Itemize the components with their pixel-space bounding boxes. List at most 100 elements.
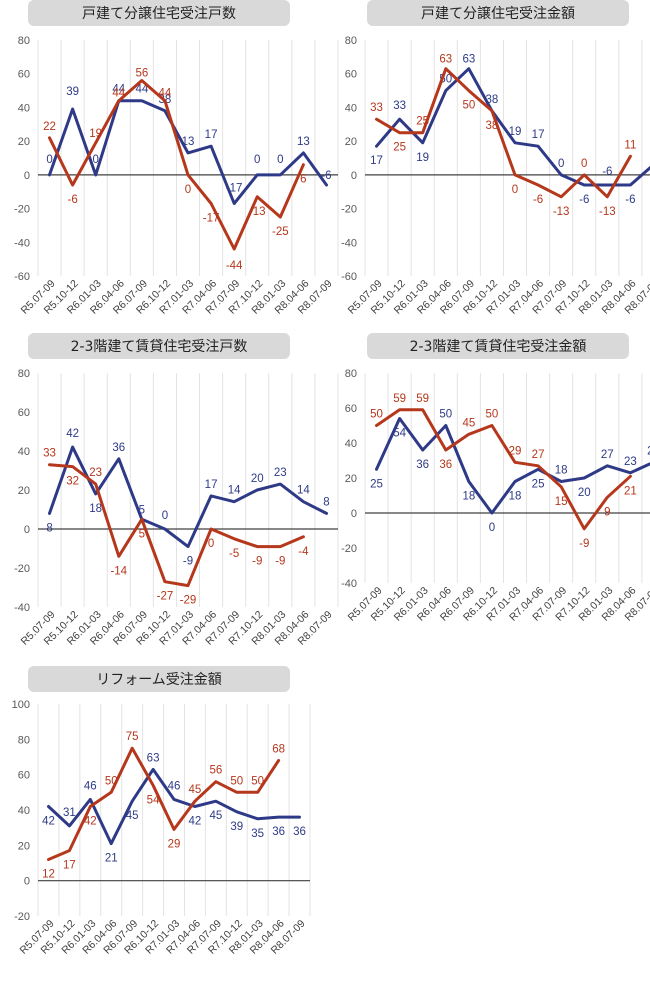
data-label: 17 [63, 860, 76, 872]
y-tick-label: -20 [341, 204, 357, 216]
data-label: 56 [135, 67, 148, 79]
data-label: 42 [84, 815, 97, 827]
data-label: 17 [532, 129, 545, 141]
data-label: 0 [581, 158, 587, 170]
y-tick-label: 0 [24, 524, 30, 536]
y-tick-label: 20 [18, 136, 30, 148]
data-label: 56 [209, 765, 222, 777]
y-tick-label: -60 [14, 271, 30, 283]
data-label: -29 [180, 595, 197, 607]
data-label: -17 [203, 213, 220, 225]
data-label: 17 [205, 479, 218, 491]
data-label: 45 [189, 784, 202, 796]
data-label: 0 [558, 158, 564, 170]
data-label: 9 [604, 506, 610, 518]
data-label: -25 [272, 226, 289, 238]
data-label: 22 [43, 121, 56, 133]
data-label: 0 [512, 184, 518, 196]
data-label: -4 [298, 546, 309, 558]
data-label: 18 [89, 503, 102, 515]
chart-svg: -40-20020406080R5.07-09R5.10-12R6.01-03R… [0, 333, 323, 663]
data-label: 42 [189, 815, 202, 827]
data-label: 12 [42, 868, 55, 880]
data-label: 23 [624, 456, 637, 468]
y-tick-label: 80 [18, 368, 30, 380]
data-label: 36 [416, 459, 429, 471]
y-tick-label: 40 [345, 438, 357, 450]
data-label: 25 [416, 116, 429, 128]
y-tick-label: -20 [14, 204, 30, 216]
data-label: 23 [274, 467, 287, 479]
data-label: 8 [46, 522, 52, 534]
data-label: 42 [42, 815, 55, 827]
y-tick-label: 0 [351, 508, 357, 520]
data-label: 17 [205, 129, 218, 141]
y-tick-label: -60 [341, 271, 357, 283]
data-label: 21 [105, 853, 118, 865]
data-label: -6 [602, 166, 612, 178]
data-label: 50 [439, 409, 452, 421]
data-label: 35 [251, 828, 264, 840]
data-label: -9 [252, 556, 262, 568]
data-label: 18 [509, 491, 522, 503]
data-label: 75 [126, 731, 139, 743]
data-label: 0 [489, 522, 495, 534]
data-label: -14 [110, 565, 127, 577]
y-tick-label: -40 [341, 237, 357, 249]
data-label: 45 [126, 810, 139, 822]
y-tick-label: 60 [345, 403, 357, 415]
y-tick-label: 40 [345, 102, 357, 114]
data-label: -6 [625, 194, 635, 206]
data-label: -6 [533, 194, 543, 206]
data-label: 19 [416, 152, 429, 164]
data-label: 0 [162, 510, 168, 522]
data-label: 36 [272, 826, 285, 838]
data-label: 19 [509, 126, 522, 138]
data-label: 32 [66, 476, 79, 488]
data-label: 0 [254, 154, 260, 166]
chart-svg: -40-20020406080R5.07-09R5.10-12R6.01-03R… [327, 333, 650, 663]
y-tick-label: -40 [341, 578, 357, 590]
y-tick-label: 20 [18, 840, 30, 852]
y-tick-label: 80 [345, 368, 357, 380]
y-tick-label: -20 [341, 543, 357, 555]
data-label: -13 [249, 206, 266, 218]
data-label: 54 [393, 428, 406, 440]
y-tick-label: 40 [18, 805, 30, 817]
chart-svg: -60-40-20020406080R5.07-09R5.10-12R6.01-… [327, 0, 650, 330]
data-label: 50 [486, 409, 499, 421]
data-label: 25 [370, 478, 383, 490]
y-tick-label: 60 [18, 770, 30, 782]
data-label: 0 [208, 538, 214, 550]
y-tick-label: 100 [12, 699, 30, 711]
y-tick-label: 60 [18, 69, 30, 81]
data-label: 36 [439, 459, 452, 471]
data-label: -9 [579, 538, 589, 550]
data-label: 33 [370, 102, 383, 114]
y-tick-label: 0 [24, 876, 30, 888]
data-label: 63 [147, 752, 160, 764]
y-tick-label: 80 [18, 734, 30, 746]
data-label: 23 [89, 467, 102, 479]
data-label: 20 [578, 487, 591, 499]
y-tick-label: 60 [18, 407, 30, 419]
data-label: -27 [157, 591, 174, 603]
data-label: 29 [509, 445, 522, 457]
data-label: 19 [89, 128, 102, 140]
data-label: 18 [462, 491, 475, 503]
data-label: 0 [277, 154, 283, 166]
y-tick-label: -20 [14, 563, 30, 575]
data-label: -13 [599, 206, 616, 218]
chart-svg: -20020406080100R5.07-09R5.10-12R6.01-03R… [0, 666, 323, 996]
data-label: -13 [553, 206, 570, 218]
y-tick-label: 80 [345, 35, 357, 47]
data-label: 38 [486, 94, 499, 106]
data-label: 21 [624, 485, 637, 497]
data-label: 27 [532, 449, 545, 461]
data-label: 46 [84, 780, 97, 792]
data-label: 0 [46, 154, 52, 166]
data-label: 50 [462, 100, 475, 112]
